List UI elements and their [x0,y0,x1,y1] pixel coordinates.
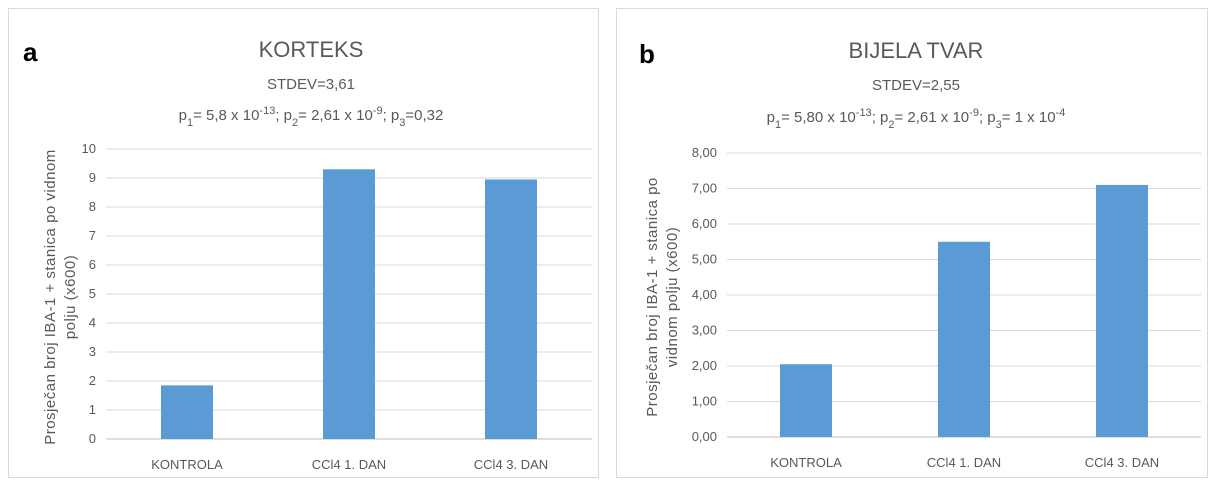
p-subscript: 2 [292,117,298,129]
y-tick-label: 0 [89,431,96,446]
y-axis-label: Prosječan broj IBA-1 + stanica po vidnom… [42,149,79,445]
y-tick-label: 3 [89,344,96,359]
p-exponent: -9 [969,107,979,119]
p-exponent: -13 [259,105,275,117]
p-value-text: = 2,61 x 10 [895,109,970,126]
p-values-line: p1= 5,80 x 10-13; p2= 2,61 x 10-9; p3= 1… [767,107,1066,131]
x-tick-label: CCl4 1. DAN [312,457,386,472]
y-tick-label: 4,00 [692,287,717,302]
panel-letter-b: b [639,39,655,69]
p-exponent: -9 [373,105,383,117]
p-value-text: = 2,61 x 10 [298,107,373,124]
chart-panel-a: a KORTEKS STDEV=3,61 p1= 5,8 x 10-13; p2= 2… [8,8,599,478]
y-tick-label: 1,00 [692,394,717,409]
y-tick-label: 5 [89,286,96,301]
x-tick-label: CCl4 3. DAN [474,457,548,472]
y-tick-label: 5,00 [692,252,717,267]
stdev-label: STDEV=3,61 [267,76,355,93]
chart-title: KORTEKS [259,37,364,62]
y-tick-label: 7,00 [692,181,717,196]
p-values-line: p1= 5,8 x 10-13; p2= 2,61 x 10-9; p3=0,3… [179,105,444,129]
p-value-text: = 5,8 x 10 [193,107,259,124]
p-separator: ; [979,109,983,126]
p-subscript: 3 [399,117,405,129]
p-subscript: 2 [888,119,894,131]
p-label: p [179,107,187,124]
x-tick-label: CCl4 1. DAN [927,455,1001,470]
bar [1096,184,1148,437]
y-tick-label: 1 [89,402,96,417]
y-tick-label: 2,00 [692,358,717,373]
p-subscript: 1 [775,119,781,131]
x-tick-label: CCl4 3. DAN [1085,455,1159,470]
stdev-label: STDEV=2,55 [872,77,960,94]
y-tick-label: 4 [89,315,96,330]
bar [938,241,990,437]
y-tick-label: 0,00 [692,429,717,444]
bar [323,169,375,440]
p-exponent: -13 [856,107,872,119]
p-label: p [391,107,399,124]
p-value-text: = 5,80 x 10 [781,109,856,126]
chart-panel-b: b BIJELA TVAR STDEV=2,55 p1= 5,80 x 10-13; … [616,8,1208,478]
x-tick-label: KONTROLA [770,455,842,470]
y-tick-label: 3,00 [692,323,717,338]
y-axis-label-line: vidnom polju (x600) [664,227,681,367]
p-value-text: =0,32 [405,107,443,124]
p-subscript: 3 [996,119,1002,131]
p-exponent: -4 [1056,107,1066,119]
panel-letter-a: a [23,37,38,67]
bar [161,385,213,439]
p-value-text: = 1 x 10 [1002,109,1056,126]
y-axis-label-line: Prosječan broj IBA-1 + stanica po [644,177,661,417]
p-separator: ; [275,107,279,124]
p-label: p [987,109,995,126]
y-tick-label: 6,00 [692,216,717,231]
p-label: p [284,107,292,124]
y-tick-label: 10 [82,141,96,156]
y-axis-label: Prosječan broj IBA-1 + stanica po vidnom … [644,177,681,417]
x-tick-label: KONTROLA [151,457,223,472]
p-separator: ; [872,109,876,126]
y-tick-label: 7 [89,228,96,243]
y-tick-label: 8,00 [692,145,717,160]
y-axis-label-line: polju (x600) [62,255,79,339]
bar [780,364,832,437]
y-tick-label: 9 [89,170,96,185]
p-label: p [767,109,775,126]
y-tick-label: 6 [89,257,96,272]
y-tick-label: 2 [89,373,96,388]
chart-title: BIJELA TVAR [849,38,984,63]
p-subscript: 1 [187,117,193,129]
bar [485,179,537,439]
p-separator: ; [383,107,387,124]
p-label: p [880,109,888,126]
y-tick-label: 8 [89,199,96,214]
y-axis-label-line: Prosječan broj IBA-1 + stanica po vidnom [42,149,59,445]
